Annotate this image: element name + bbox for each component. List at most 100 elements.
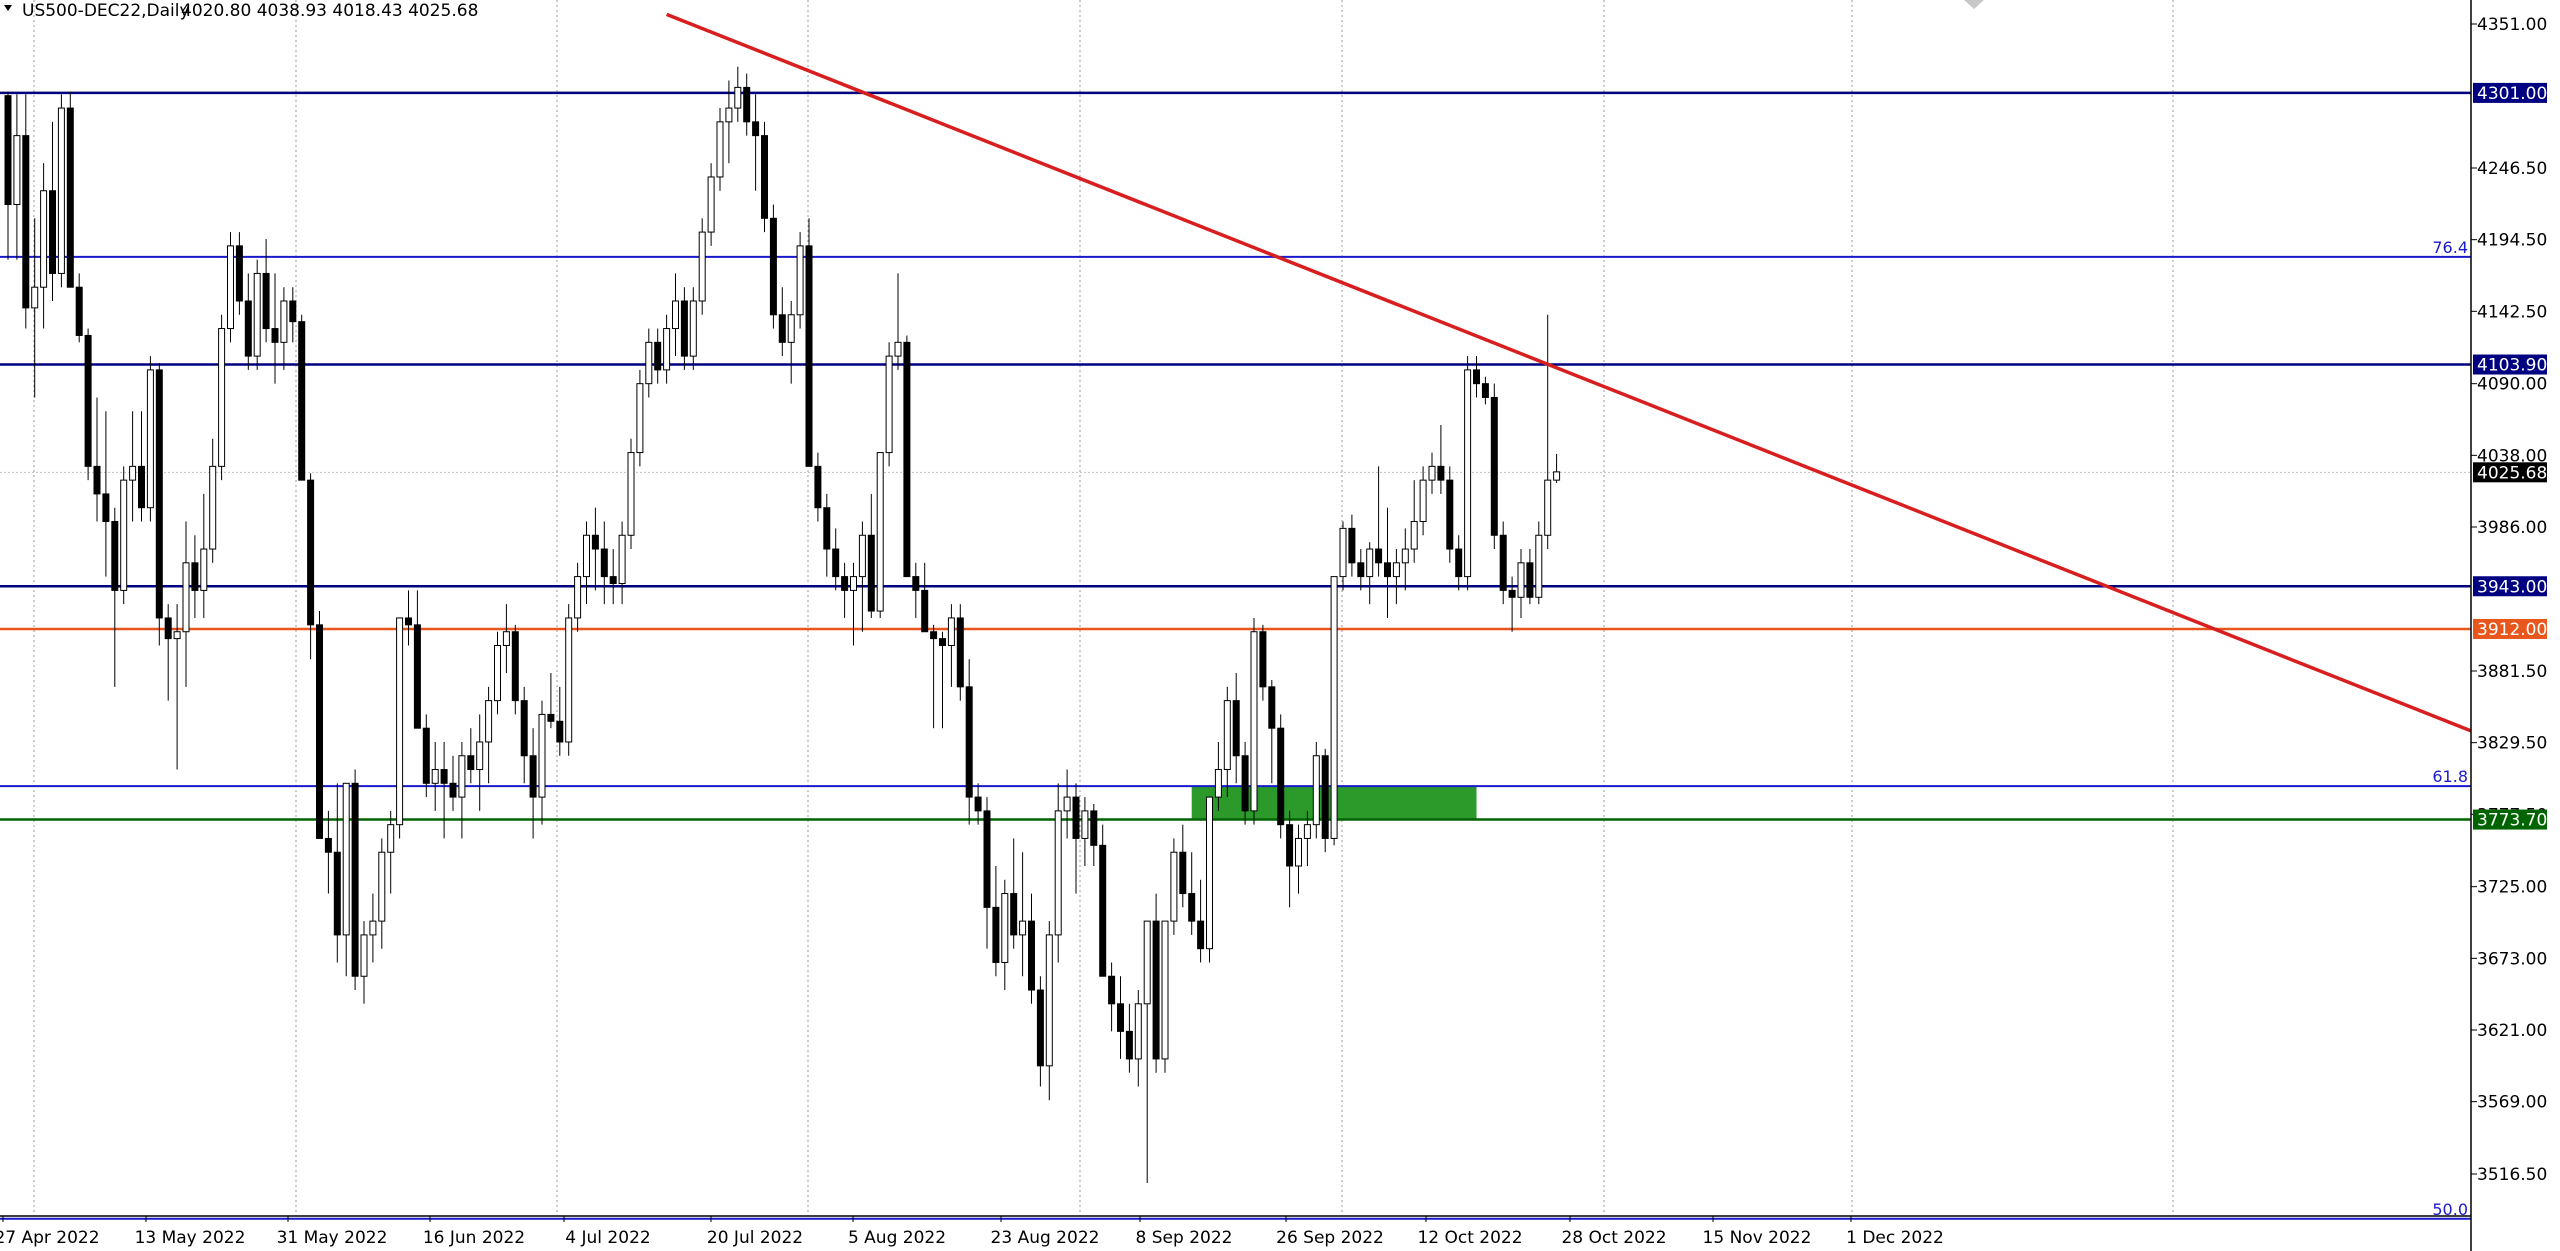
candle xyxy=(75,273,83,343)
candle xyxy=(360,921,368,1004)
candle xyxy=(84,328,92,481)
candle xyxy=(378,838,386,949)
candle xyxy=(111,507,119,687)
candle xyxy=(850,562,857,646)
price-axis: 4351.00 4246.50 4194.50 4142.50 4090.00 4038.… xyxy=(2471,15,2547,1185)
candle xyxy=(1063,769,1071,839)
candle xyxy=(1286,810,1294,908)
price-tags: 4301.00 4103.90 3943.00 3912.00 3773.70 4025.… xyxy=(2473,82,2547,831)
resistance-trendline[interactable] xyxy=(665,12,2472,733)
candle xyxy=(609,549,617,605)
candle xyxy=(1134,990,1142,1087)
candle xyxy=(645,328,653,398)
candle xyxy=(1036,976,1044,1087)
candle xyxy=(182,521,190,687)
price-tick-label: 3725.00 xyxy=(2477,878,2547,898)
candle xyxy=(1437,425,1445,494)
candles xyxy=(4,66,1561,1183)
candle xyxy=(342,782,350,977)
candle xyxy=(49,121,56,301)
candle xyxy=(1481,376,1489,405)
candle xyxy=(1553,453,1561,483)
price-tick-label: 3516.50 xyxy=(2477,1165,2547,1185)
candle xyxy=(1392,549,1400,605)
candle xyxy=(1295,824,1302,894)
candle xyxy=(1143,920,1151,1183)
price-tick-label: 3673.00 xyxy=(2477,949,2547,969)
candle xyxy=(663,314,671,384)
candle xyxy=(1455,535,1463,591)
candle xyxy=(574,562,582,632)
candle xyxy=(1508,576,1516,632)
fib-label: 61.8 xyxy=(2432,767,2468,786)
candle xyxy=(1152,893,1160,1073)
candle xyxy=(761,121,768,233)
candle xyxy=(351,769,359,991)
candle xyxy=(218,314,226,481)
time-tick-label: 8 Sep 2022 xyxy=(1136,1228,1233,1248)
candle xyxy=(1045,921,1053,1101)
candle xyxy=(814,452,822,522)
candle xyxy=(298,314,306,481)
fib-label: 76.4 xyxy=(2432,238,2468,257)
candle xyxy=(396,617,404,839)
candle xyxy=(1490,383,1498,550)
candle xyxy=(1250,617,1258,825)
candle xyxy=(1499,521,1507,605)
time-tick-label: 27 Apr 2022 xyxy=(0,1228,100,1248)
candle xyxy=(413,590,421,729)
time-axis: 27 Apr 2022 13 May 2022 31 May 2022 16 Jun … xyxy=(0,1216,1944,1248)
candle xyxy=(734,66,742,122)
time-tick-label: 16 Jun 2022 xyxy=(423,1228,525,1248)
candle xyxy=(1206,796,1213,963)
candle xyxy=(965,659,973,825)
candle xyxy=(57,94,65,288)
price-tag-label: 3943.00 xyxy=(2477,577,2547,597)
time-tick-label: 5 Aug 2022 xyxy=(848,1228,946,1248)
time-tick-label: 4 Jul 2022 xyxy=(565,1228,650,1248)
candle xyxy=(1188,852,1196,935)
candle xyxy=(173,604,181,770)
candle xyxy=(1108,962,1116,1032)
candle xyxy=(209,438,217,563)
chart-shift-marker-icon[interactable] xyxy=(1964,0,1984,9)
price-tick-label: 3829.50 xyxy=(2477,734,2547,754)
candle xyxy=(689,287,697,370)
price-tag xyxy=(2473,354,2547,375)
price-tag-label: 4103.90 xyxy=(2477,356,2547,376)
time-tick-label: 31 May 2022 xyxy=(277,1228,388,1248)
candle xyxy=(1428,452,1436,494)
candle xyxy=(1001,879,1009,991)
time-tick-label: 15 Nov 2022 xyxy=(1703,1228,1812,1248)
candle xyxy=(1330,576,1338,846)
candle xyxy=(333,783,341,963)
candle xyxy=(138,411,145,522)
candle xyxy=(1010,838,1018,949)
candle xyxy=(1214,741,1222,811)
price-tag-label: 4025.68 xyxy=(2477,463,2547,483)
candle xyxy=(912,562,920,618)
candle xyxy=(1375,466,1383,577)
candle xyxy=(956,604,964,701)
candle xyxy=(93,397,101,522)
collapse-triangle-icon[interactable] xyxy=(4,5,12,11)
candle xyxy=(511,624,519,715)
candle xyxy=(253,259,261,370)
candle xyxy=(654,328,662,384)
candle xyxy=(387,810,395,894)
candle xyxy=(583,521,590,605)
price-tick-label: 3621.00 xyxy=(2477,1021,2547,1041)
price-tick-label: 4090.00 xyxy=(2477,375,2547,395)
candle xyxy=(1223,686,1231,798)
candle xyxy=(1544,314,1552,550)
candle xyxy=(1517,549,1525,618)
candle xyxy=(494,631,501,715)
candle xyxy=(796,232,804,329)
candle xyxy=(983,797,991,949)
candle xyxy=(1401,528,1409,591)
candle xyxy=(1090,803,1098,867)
candle xyxy=(1019,852,1027,977)
time-tick-label: 20 Jul 2022 xyxy=(707,1228,803,1248)
candle xyxy=(449,755,457,811)
